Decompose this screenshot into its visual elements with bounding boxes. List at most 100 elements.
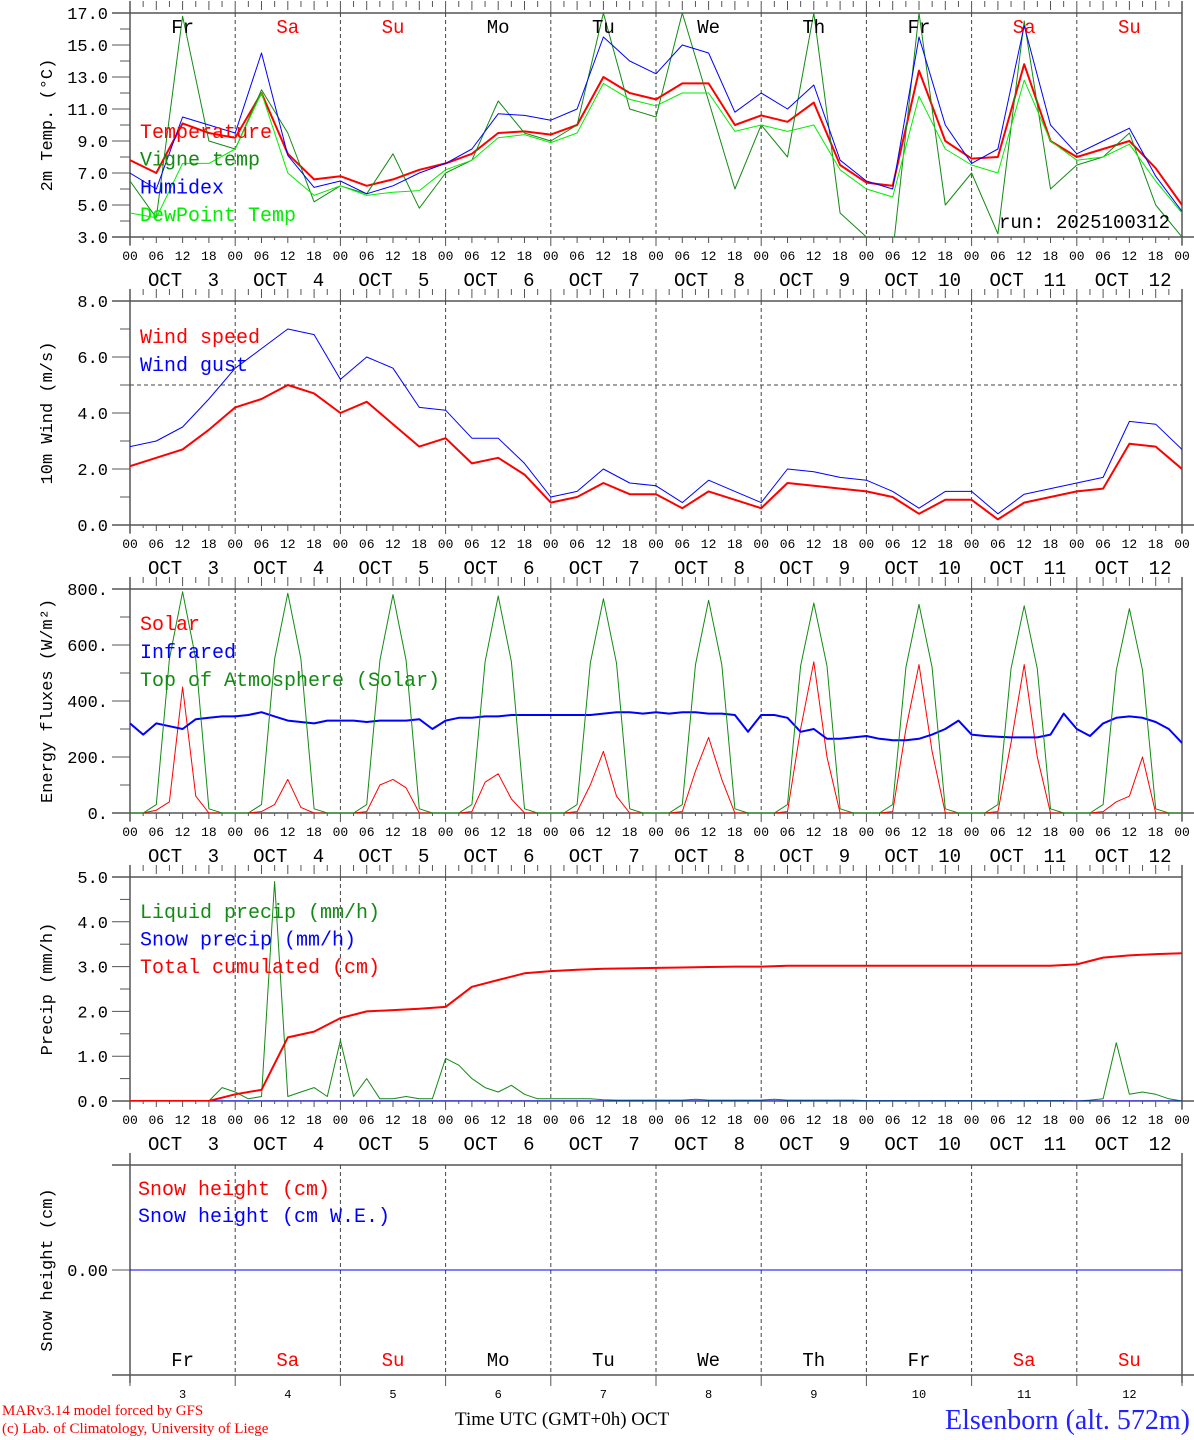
date-label: 7 (628, 1134, 639, 1156)
hour-label: 00 (543, 537, 559, 552)
hour-label: 06 (885, 249, 901, 264)
weekday-label: Fr (171, 1350, 194, 1372)
hour-label: 18 (832, 249, 848, 264)
y-axis-title: Snow height (cm) (39, 1188, 58, 1351)
hour-label: 18 (1043, 825, 1059, 840)
hour-label: 18 (411, 537, 427, 552)
hour-label: 18 (306, 825, 322, 840)
hour-label: 00 (648, 825, 664, 840)
run-label: run: 2025100312 (999, 212, 1170, 234)
hour-label: 12 (911, 825, 927, 840)
weekday-label: Fr (908, 1350, 931, 1372)
date-label: 11 (1043, 1134, 1066, 1156)
date-label: 7 (628, 558, 639, 580)
hour-label: 00 (1174, 249, 1190, 264)
date-label: 3 (208, 270, 219, 292)
hour-label: 18 (622, 1113, 638, 1128)
month-label: OCT (464, 270, 498, 292)
hour-label: 06 (674, 249, 690, 264)
hour-label: 12 (1016, 1113, 1032, 1128)
hour-label: 00 (1069, 249, 1085, 264)
hour-label: 00 (227, 537, 243, 552)
month-label: OCT (990, 846, 1024, 868)
hour-label: 06 (885, 1113, 901, 1128)
hour-label: 00 (333, 825, 349, 840)
hour-label: 12 (1016, 825, 1032, 840)
hour-label: 06 (674, 825, 690, 840)
hour-label: 06 (990, 537, 1006, 552)
series-group (130, 591, 1182, 813)
legend-entry: Snow precip (mm/h) (140, 930, 356, 953)
hour-label: 18 (1148, 825, 1164, 840)
y-tick-label: 1.0 (77, 1049, 108, 1068)
hour-label: 18 (937, 825, 953, 840)
date-label: 5 (418, 270, 429, 292)
weekday-label: Sa (276, 1350, 299, 1372)
date-label: 10 (938, 846, 961, 868)
hour-label: 12 (911, 537, 927, 552)
date-label: 10 (938, 1134, 961, 1156)
hour-label: 18 (201, 537, 217, 552)
series-humidex (130, 25, 1182, 212)
hour-label: 12 (175, 1113, 191, 1128)
hour-label: 00 (122, 825, 138, 840)
month-label: OCT (358, 270, 392, 292)
hour-label: 12 (701, 249, 717, 264)
month-label: OCT (884, 1134, 918, 1156)
hour-label: 18 (1148, 537, 1164, 552)
day-number-label: 12 (1122, 1388, 1136, 1402)
hour-label: 00 (859, 825, 875, 840)
legend-entry: Total cumulated (cm) (140, 957, 380, 980)
series-infrared (130, 711, 1182, 744)
month-label: OCT (569, 1134, 603, 1156)
y-tick-label: 11.0 (67, 102, 108, 121)
legend-entry: Infrared (140, 642, 236, 665)
date-label: 11 (1043, 270, 1066, 292)
hour-label: 00 (1174, 825, 1190, 840)
y-axis-title: 2m Temp. (°C) (39, 59, 58, 192)
month-label: OCT (569, 846, 603, 868)
hour-label: 18 (937, 1113, 953, 1128)
month-label: OCT (253, 270, 287, 292)
model-credit: MARv3.14 model forced by GFS (2, 1403, 204, 1419)
weekday-label: Su (1118, 1350, 1141, 1372)
month-label: OCT (674, 270, 708, 292)
y-axis-title: Energy fluxes (W/m²) (39, 599, 58, 803)
series-wind-speed (130, 384, 1182, 521)
hour-label: 12 (806, 249, 822, 264)
hour-label: 18 (727, 1113, 743, 1128)
hour-label: 18 (517, 537, 533, 552)
series-solar (130, 661, 1182, 813)
hour-label: 12 (806, 1113, 822, 1128)
legend-entry: Wind speed (140, 327, 260, 350)
month-label: OCT (148, 1134, 182, 1156)
weekday-label: Th (802, 1350, 825, 1372)
hour-label: 00 (438, 825, 454, 840)
series-group (130, 13, 1182, 237)
hour-label: 00 (859, 537, 875, 552)
hour-label: 00 (1069, 537, 1085, 552)
y-tick-label: 9.0 (77, 134, 108, 153)
date-label: 6 (523, 270, 534, 292)
hour-label: 12 (1122, 537, 1138, 552)
date-label: 5 (418, 846, 429, 868)
weekday-label: We (697, 1350, 720, 1372)
month-label: OCT (358, 846, 392, 868)
hour-label: 06 (569, 537, 585, 552)
hour-label: 00 (964, 1113, 980, 1128)
y-tick-label: 200. (67, 750, 108, 769)
day-number-label: 5 (389, 1388, 396, 1402)
month-label: OCT (884, 558, 918, 580)
hour-label: 18 (727, 249, 743, 264)
hour-label: 12 (490, 825, 506, 840)
date-label: 12 (1149, 270, 1172, 292)
time-axis-label: Time UTC (GMT+0h) OCT (455, 1409, 670, 1430)
series-total-cumulated-cm (130, 952, 1182, 1101)
y-tick-label: 7.0 (77, 166, 108, 185)
weekday-label: Mo (487, 17, 510, 39)
hour-label: 06 (780, 1113, 796, 1128)
hour-label: 12 (596, 825, 612, 840)
hour-label: 12 (911, 249, 927, 264)
date-label: 3 (208, 558, 219, 580)
hour-label: 06 (1095, 825, 1111, 840)
